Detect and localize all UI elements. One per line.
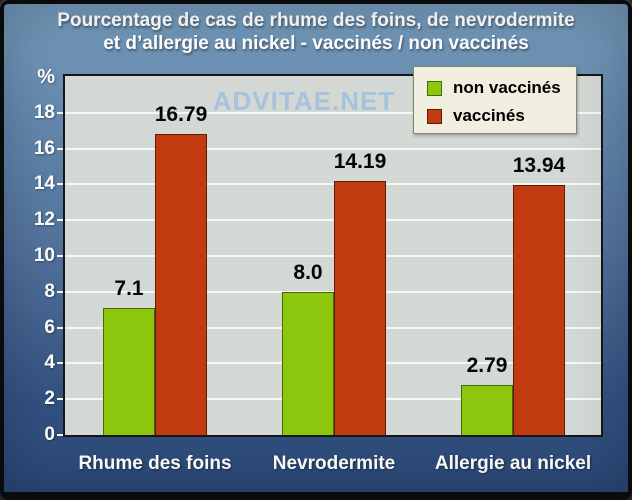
y-tick (57, 219, 63, 222)
bar-value-label: 13.94 (512, 154, 566, 178)
y-tick (57, 183, 63, 186)
bar-value-label: 7.1 (114, 276, 144, 300)
legend-color-swatch-vaccines (427, 108, 442, 124)
gridline-14 (65, 183, 601, 186)
chart-title-line1: Pourcentage de cas de rhume des foins, d… (57, 10, 575, 31)
y-tick-label: 10 (33, 245, 55, 266)
bar-non-vaccines-1 (103, 307, 155, 435)
bar-value-label: 8.0 (293, 260, 323, 284)
gridline-16 (65, 147, 601, 150)
bar-vaccines-3 (513, 185, 565, 435)
y-tick-label: 12 (33, 209, 55, 231)
y-tick (57, 434, 63, 436)
gridline-18 (65, 111, 601, 114)
legend-label: vaccinés (453, 106, 525, 125)
y-tick-label: 16 (33, 137, 55, 159)
legend: non vaccinés vaccinés (413, 66, 577, 134)
x-category-label: Allergie au nickel (434, 453, 592, 474)
y-tick (57, 326, 63, 329)
y-tick (57, 147, 63, 150)
y-tick-label: 14 (33, 173, 55, 195)
bar-vaccines-2 (334, 181, 386, 435)
y-tick-label: 6 (44, 316, 55, 338)
y-tick-label: 0 (44, 424, 55, 445)
bar-value-label: 14.19 (333, 150, 387, 173)
watermark: ADVITAE.NET (212, 86, 396, 116)
y-tick-label: 2 (44, 388, 55, 410)
chart-title: Pourcentage de cas de rhume des foins, d… (0, 9, 632, 55)
y-tick (57, 255, 63, 257)
y-tick-label: 18 (33, 101, 55, 123)
legend-item: non vaccinés (414, 74, 576, 102)
x-category-label: Nevrodermite (272, 453, 396, 474)
gridline-10 (65, 255, 601, 257)
y-tick-label: 4 (44, 352, 55, 374)
bar-value-label: 16.79 (154, 103, 208, 127)
plot-area: ADVITAE.NET 7.1 16.79 8.0 14.19 2.79 13.94 (63, 74, 603, 437)
chart-title-line2: et d’allergie au nickel - vaccinés / non… (103, 33, 529, 54)
bar-non-vaccines-2 (282, 291, 334, 435)
y-tick-label: 8 (44, 280, 55, 302)
y-tick (57, 290, 63, 293)
y-tick (57, 111, 63, 114)
bar-non-vaccines-3 (461, 385, 513, 435)
gridline-12 (65, 219, 601, 222)
x-category-label: Rhume des foins (78, 453, 232, 474)
y-axis-unit-label: % (37, 66, 55, 88)
legend-item: vaccinés (414, 102, 576, 130)
legend-label: non vaccinés (453, 78, 561, 97)
bar-vaccines-1 (155, 134, 207, 435)
legend-color-swatch-non-vaccines (427, 80, 442, 96)
y-tick (57, 398, 63, 401)
y-tick (57, 362, 63, 365)
bar-value-label: 2.79 (466, 354, 508, 378)
